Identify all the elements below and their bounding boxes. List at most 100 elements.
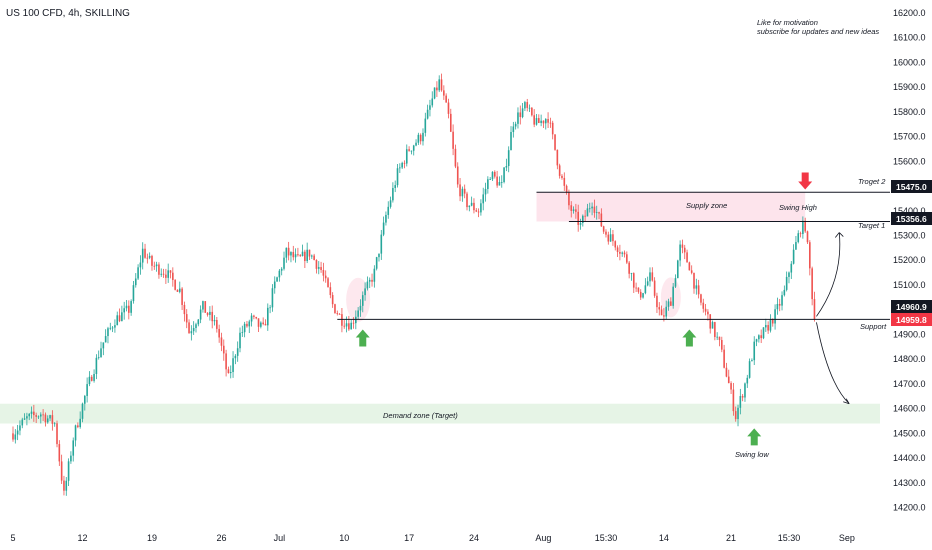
projection-up-curve [816,232,841,317]
candle [667,298,670,311]
candle [762,327,765,340]
candle [496,170,498,188]
candle [225,349,227,377]
candle [725,362,728,378]
candle [190,325,193,341]
candle [266,303,269,331]
demand-zone [0,403,880,424]
candle [554,134,556,151]
candle [753,336,756,366]
candle [776,297,779,315]
candle [310,254,313,259]
candle [14,429,17,444]
candle [290,251,292,263]
candle [389,196,392,209]
candle [723,344,725,369]
candle [95,354,98,380]
candle [304,249,306,268]
candle [139,255,142,275]
candle [452,124,454,156]
candle [65,477,68,496]
candle [700,293,702,306]
candle [477,208,480,218]
candle [262,317,264,326]
x-tick-label: 21 [726,533,736,543]
candle [88,371,91,387]
candle [716,332,718,341]
x-tick-label: 26 [216,533,226,543]
candle [811,266,813,306]
candle [628,260,630,279]
candle [292,245,295,261]
candle [760,329,762,344]
candle [213,315,216,326]
target-1-label: Target 1 [858,221,885,230]
candle [512,121,515,138]
candle [556,149,559,170]
candle [16,424,19,441]
candle [697,279,700,299]
candle [461,186,464,202]
candle [197,318,200,327]
candle [540,114,542,127]
y-axis[interactable]: 16200.0 16100.0 16000.0 15900.0 15800.0 15700… [893,8,926,513]
candle [12,426,14,442]
candle [438,75,441,93]
candle [51,410,54,431]
svg-text:15475.0: 15475.0 [896,182,927,192]
candle [172,267,174,287]
candle [549,117,552,128]
candle [21,417,24,429]
candle [422,128,424,146]
projection-down-curve [816,322,850,404]
candle [192,321,195,335]
candle [679,240,681,267]
candle [711,320,714,329]
demand-zone-label: Demand zone (Target) [383,411,458,420]
candle [795,236,797,250]
candle [660,305,663,316]
candle [183,301,186,322]
candle [162,268,165,278]
candle [216,316,218,333]
candle [123,301,125,320]
candle [116,311,119,326]
candle [294,248,297,263]
candle [538,114,540,124]
candle [551,120,554,140]
candle [42,409,44,422]
candle [299,254,302,257]
candle [517,107,519,129]
candle [473,198,475,214]
candle [195,322,197,333]
x-axis[interactable]: 5 12 19 26 Jul 10 17 24 Aug 15:30 14 21 15:30 Sep [10,533,854,543]
candle [642,292,644,299]
highlight-zone [346,277,371,322]
candle [188,319,190,334]
candle [695,278,698,295]
candle [468,205,471,212]
candle [649,267,651,287]
candle [401,161,403,170]
candle [380,229,383,260]
candle [232,351,234,378]
y-tick-label: 16000.0 [893,57,926,67]
candle [547,112,549,129]
candle [544,118,547,130]
candle [178,281,181,294]
candle [218,324,220,343]
candle [670,297,672,306]
candle [359,299,362,317]
candle [160,268,163,277]
up-arrow-icon [747,428,762,446]
candle [63,475,65,496]
candle [148,252,151,260]
candle [653,277,656,298]
candle [287,241,290,261]
candle [632,272,635,293]
candle [535,114,538,126]
candle [417,132,420,145]
candle [35,412,37,424]
candle [56,420,58,448]
